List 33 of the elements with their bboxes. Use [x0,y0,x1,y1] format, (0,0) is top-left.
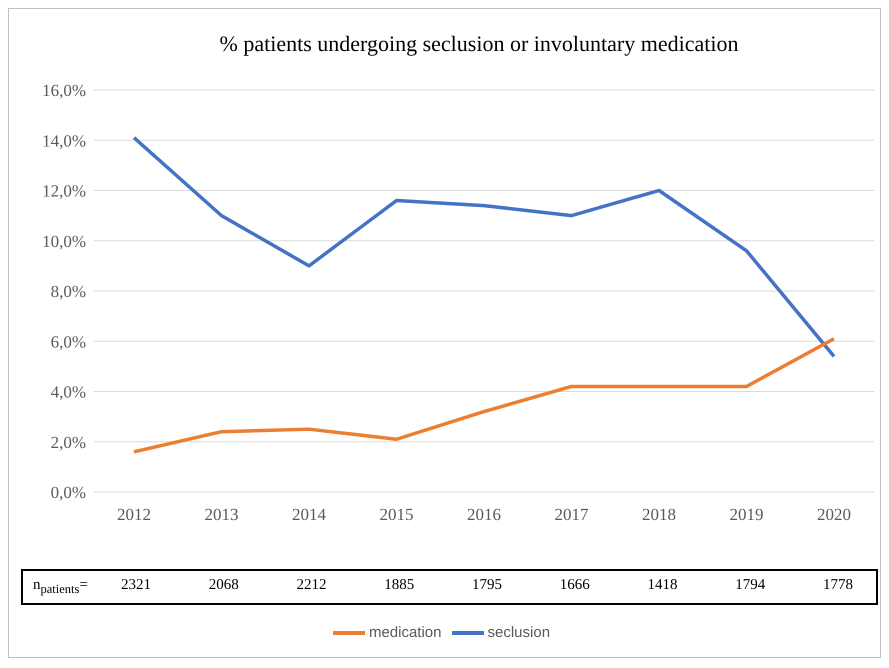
text: 1794 [734,577,766,594]
x-tick-label: 2014 [292,505,326,524]
y-tick-label: 8,0% [50,282,86,302]
y-tick-label: 10,0% [42,232,86,251]
legend-label: seclusion [488,624,550,641]
legend-label: medication [368,624,442,641]
text: 1418 [646,577,678,594]
x-tick-label: 2020 [817,505,851,524]
x-tick-label: 2017 [554,505,589,524]
x-tick-label: 2016 [467,505,501,524]
text: 2321 [120,577,152,594]
x-tick-label: 2013 [204,505,238,524]
y-tick-label: 14,0% [42,131,86,150]
text: 1795 [471,577,503,594]
text: 1666 [558,577,591,594]
text: 2068 [208,577,240,594]
x-tick-label: 2019 [730,505,764,524]
line-series [132,136,836,358]
y-tick-label: 6,0% [50,332,86,352]
x-tick-label: 2018 [642,505,676,524]
x-tick-label: 2012 [117,505,151,524]
y-tick-label: 4,0% [50,382,86,402]
y-tick-label: 12,0% [42,182,86,201]
chart-title: % patients undergoing seclusion or involuntary medication [218,31,740,57]
line-series [132,336,836,454]
x-tick-label: 2015 [380,505,414,524]
text: 1885 [383,577,416,594]
y-tick-label: 0,0% [50,483,86,502]
text: 1778 [822,577,854,594]
text: 2212 [296,577,328,594]
y-tick-label: 16,0% [42,81,86,100]
y-tick-label: 2,0% [50,432,86,452]
text: n$_{patients}$= [33,577,88,597]
